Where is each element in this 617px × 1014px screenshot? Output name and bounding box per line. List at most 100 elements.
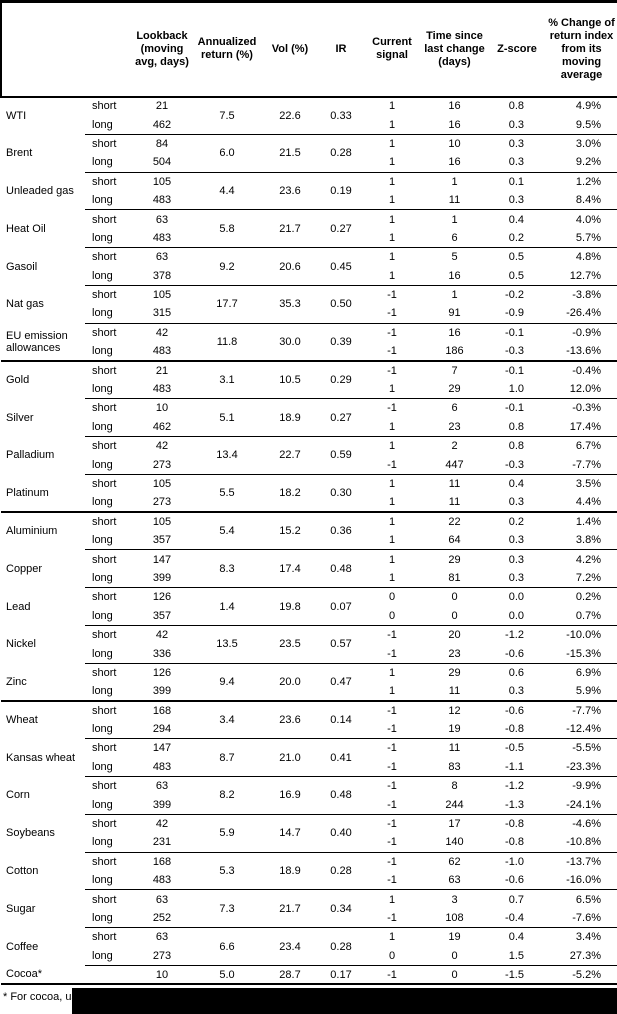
current-signal-cell: 1 <box>388 685 396 698</box>
horizon-cell: long <box>92 345 113 358</box>
pct-change-cell: 4.2% <box>546 549 617 569</box>
lookback-cell: 483 <box>152 231 172 244</box>
pct-change-cell: 6.7% <box>546 436 617 456</box>
table-row: long 357 0 0 0.0 0.7% <box>1 606 617 626</box>
current-signal-cell: 0 <box>388 949 396 962</box>
pct-change-cell: 4.0% <box>546 209 617 229</box>
vol-cell: 23.4 <box>261 927 319 966</box>
table-row: long 357 1 64 0.3 3.8% <box>1 530 617 550</box>
lookback-cell: 147 <box>131 738 193 758</box>
pct-change-cell: 9.5% <box>546 115 617 135</box>
horizon-cell: long <box>92 723 113 736</box>
ir-cell: 0.34 <box>319 889 363 928</box>
table-row: long 483 1 29 1.0 12.0% <box>1 379 617 399</box>
column-header-z-score: Z-score <box>488 0 546 98</box>
z-score-cell: 0.7 <box>488 889 546 909</box>
current-signal-cell: 1 <box>388 420 396 433</box>
horizon-cell: short <box>85 247 131 267</box>
table-row: long 294 -1 19 -0.8 -12.4% <box>1 719 617 739</box>
pct-change-cell: -4.6% <box>546 813 617 834</box>
time-since-cell: 23 <box>448 420 461 433</box>
annualized-return-cell: 9.2 <box>193 247 261 286</box>
vol-cell: 20.0 <box>261 662 319 701</box>
vol-cell: 21.7 <box>261 889 319 928</box>
column-header-pct-change: % Change of return index from its moving… <box>546 0 617 98</box>
pct-change-cell: 5.9% <box>546 682 617 701</box>
table-row: Corn short 63 8.2 16.9 0.48 -1 8 -1.2 -9.9% <box>1 776 617 815</box>
pct-change-cell: -10.0% <box>546 624 617 645</box>
horizon-cell: long <box>92 269 113 282</box>
lookback-cell: 147 <box>131 549 193 569</box>
annualized-return-cell: 17.7 <box>193 284 261 324</box>
current-signal-cell: 1 <box>363 511 421 531</box>
commodity-name: Cocoa* <box>1 965 85 986</box>
z-score-cell: 0.0 <box>488 587 546 607</box>
time-since-cell: 19 <box>448 723 461 736</box>
table-row: Lead short 126 1.4 19.8 0.07 0 0 0.0 0.2% <box>1 587 617 626</box>
table-row: Wheat short 168 3.4 23.6 0.14 -1 12 -0.6 -7.7% <box>1 700 617 739</box>
current-signal-cell: 1 <box>388 100 396 113</box>
time-since-cell: 29 <box>448 383 461 396</box>
ir-cell: 0.40 <box>319 813 363 853</box>
lookback-cell: 483 <box>152 874 172 887</box>
pct-change-cell: -13.6% <box>546 342 617 361</box>
table-row: long 399 -1 244 -1.3 -24.1% <box>1 795 617 815</box>
table-row: Aluminium short 105 5.4 15.2 0.36 1 22 0.2 1.4% <box>1 511 617 550</box>
current-signal-cell: -1 <box>363 851 421 872</box>
time-since-cell: 11 <box>448 496 461 509</box>
table-row: long 378 1 16 0.5 12.7% <box>1 266 617 286</box>
annualized-return-cell: 5.5 <box>193 473 261 513</box>
lookback-cell: 42 <box>131 436 193 456</box>
current-signal-cell: 1 <box>388 194 396 207</box>
annualized-return-cell: 8.2 <box>193 776 261 815</box>
z-score-cell: 0.8 <box>488 436 546 456</box>
z-score-cell: -1.5 <box>488 964 546 986</box>
horizon-cell: long <box>92 874 113 887</box>
pct-change-cell: -13.7% <box>546 851 617 872</box>
horizon-cell: short <box>85 436 131 456</box>
time-since-cell: 186 <box>445 345 464 358</box>
current-signal-cell: 1 <box>363 436 421 456</box>
commodity-name: Aluminium <box>1 511 85 550</box>
annualized-return-cell: 11.8 <box>193 322 261 361</box>
ir-cell: 0.27 <box>319 209 363 248</box>
horizon-cell: long <box>92 534 113 547</box>
time-since-cell: 17 <box>421 813 488 834</box>
vol-cell: 35.3 <box>261 284 319 324</box>
z-score-cell: -0.3 <box>505 345 524 358</box>
table-row: WTI short 21 7.5 22.6 0.33 1 16 0.8 4.9% <box>1 96 617 122</box>
annualized-return-cell: 3.1 <box>193 359 261 399</box>
time-since-cell: 22 <box>421 511 488 531</box>
current-signal-cell: -1 <box>363 738 421 758</box>
z-score-cell: -1.1 <box>505 760 524 773</box>
time-since-cell: 16 <box>448 118 461 131</box>
horizon-cell: long <box>92 231 113 244</box>
current-signal-cell: 1 <box>363 247 421 267</box>
horizon-cell: short <box>85 927 131 947</box>
table-row: Soybeans short 42 5.9 14.7 0.40 -1 17 -0.8 -4.6% <box>1 813 617 853</box>
vol-cell: 30.0 <box>261 322 319 361</box>
commodity-name: Sugar <box>6 902 36 915</box>
time-since-cell: 447 <box>445 458 464 471</box>
table-row: long 273 -1 447 -0.3 -7.7% <box>1 455 617 475</box>
table-row: Brent short 84 6.0 21.5 0.28 1 10 0.3 3.0% <box>1 133 617 173</box>
annualized-return-cell: 7.3 <box>193 889 261 928</box>
horizon-cell: long <box>92 798 113 811</box>
current-signal-cell: 1 <box>388 534 396 547</box>
column-header-current-signal: Current signal <box>363 0 421 98</box>
current-signal-cell: -1 <box>363 284 421 305</box>
vol-cell: 10.5 <box>261 359 319 399</box>
pct-change-cell: 9.2% <box>546 153 617 173</box>
pct-change-cell: 6.9% <box>546 662 617 683</box>
time-since-cell: 62 <box>421 851 488 872</box>
time-since-cell: 1 <box>421 209 488 229</box>
horizon-cell: long <box>92 496 113 509</box>
ir-cell: 0.28 <box>319 851 363 890</box>
table-row: long 483 -1 83 -1.1 -23.3% <box>1 757 617 777</box>
commodity-name: Kansas wheat <box>6 751 76 764</box>
horizon-cell: long <box>92 307 113 320</box>
table-row: Platinum short 105 5.5 18.2 0.30 1 11 0.4 3.5% <box>1 473 617 513</box>
z-score-cell: 0.4 <box>488 209 546 229</box>
time-since-cell: 5 <box>421 247 488 267</box>
